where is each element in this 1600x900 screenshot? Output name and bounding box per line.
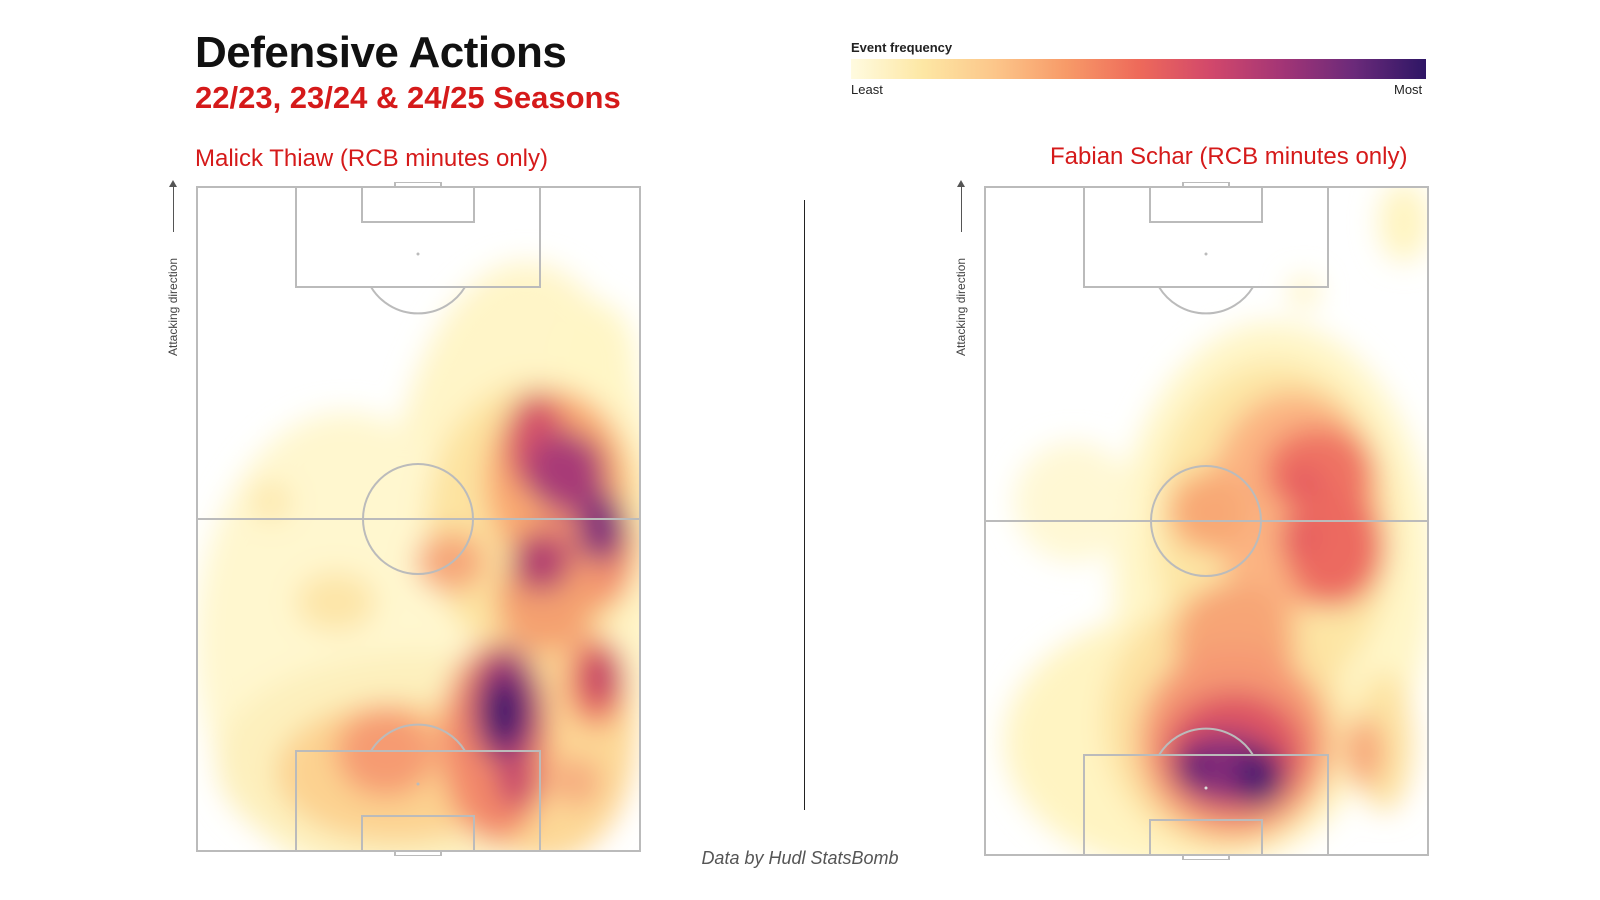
left-attack-direction-label: Attacking direction (166, 257, 180, 356)
legend-title: Event frequency (851, 40, 953, 55)
left-pitch-heatmap (196, 182, 641, 856)
right-pitch-heatmap (984, 182, 1429, 860)
left-attack-arrow-icon (169, 180, 177, 232)
legend-min-label: Least (851, 82, 883, 97)
chart-subtitle: 22/23, 23/24 & 24/25 Seasons (195, 80, 621, 115)
chart-title: Defensive Actions (195, 28, 567, 77)
right-attack-arrow-icon (957, 180, 965, 232)
legend-color-bar (851, 59, 1426, 79)
right-player-name: Fabian Schar (RCB minutes only) (1050, 143, 1408, 170)
left-player-name: Malick Thiaw (RCB minutes only) (195, 145, 548, 172)
panel-divider (804, 200, 805, 810)
right-attack-direction-label: Attacking direction (954, 257, 968, 356)
legend-max-label: Most (1394, 82, 1423, 97)
data-source-credit: Data by Hudl StatsBomb (701, 848, 899, 868)
